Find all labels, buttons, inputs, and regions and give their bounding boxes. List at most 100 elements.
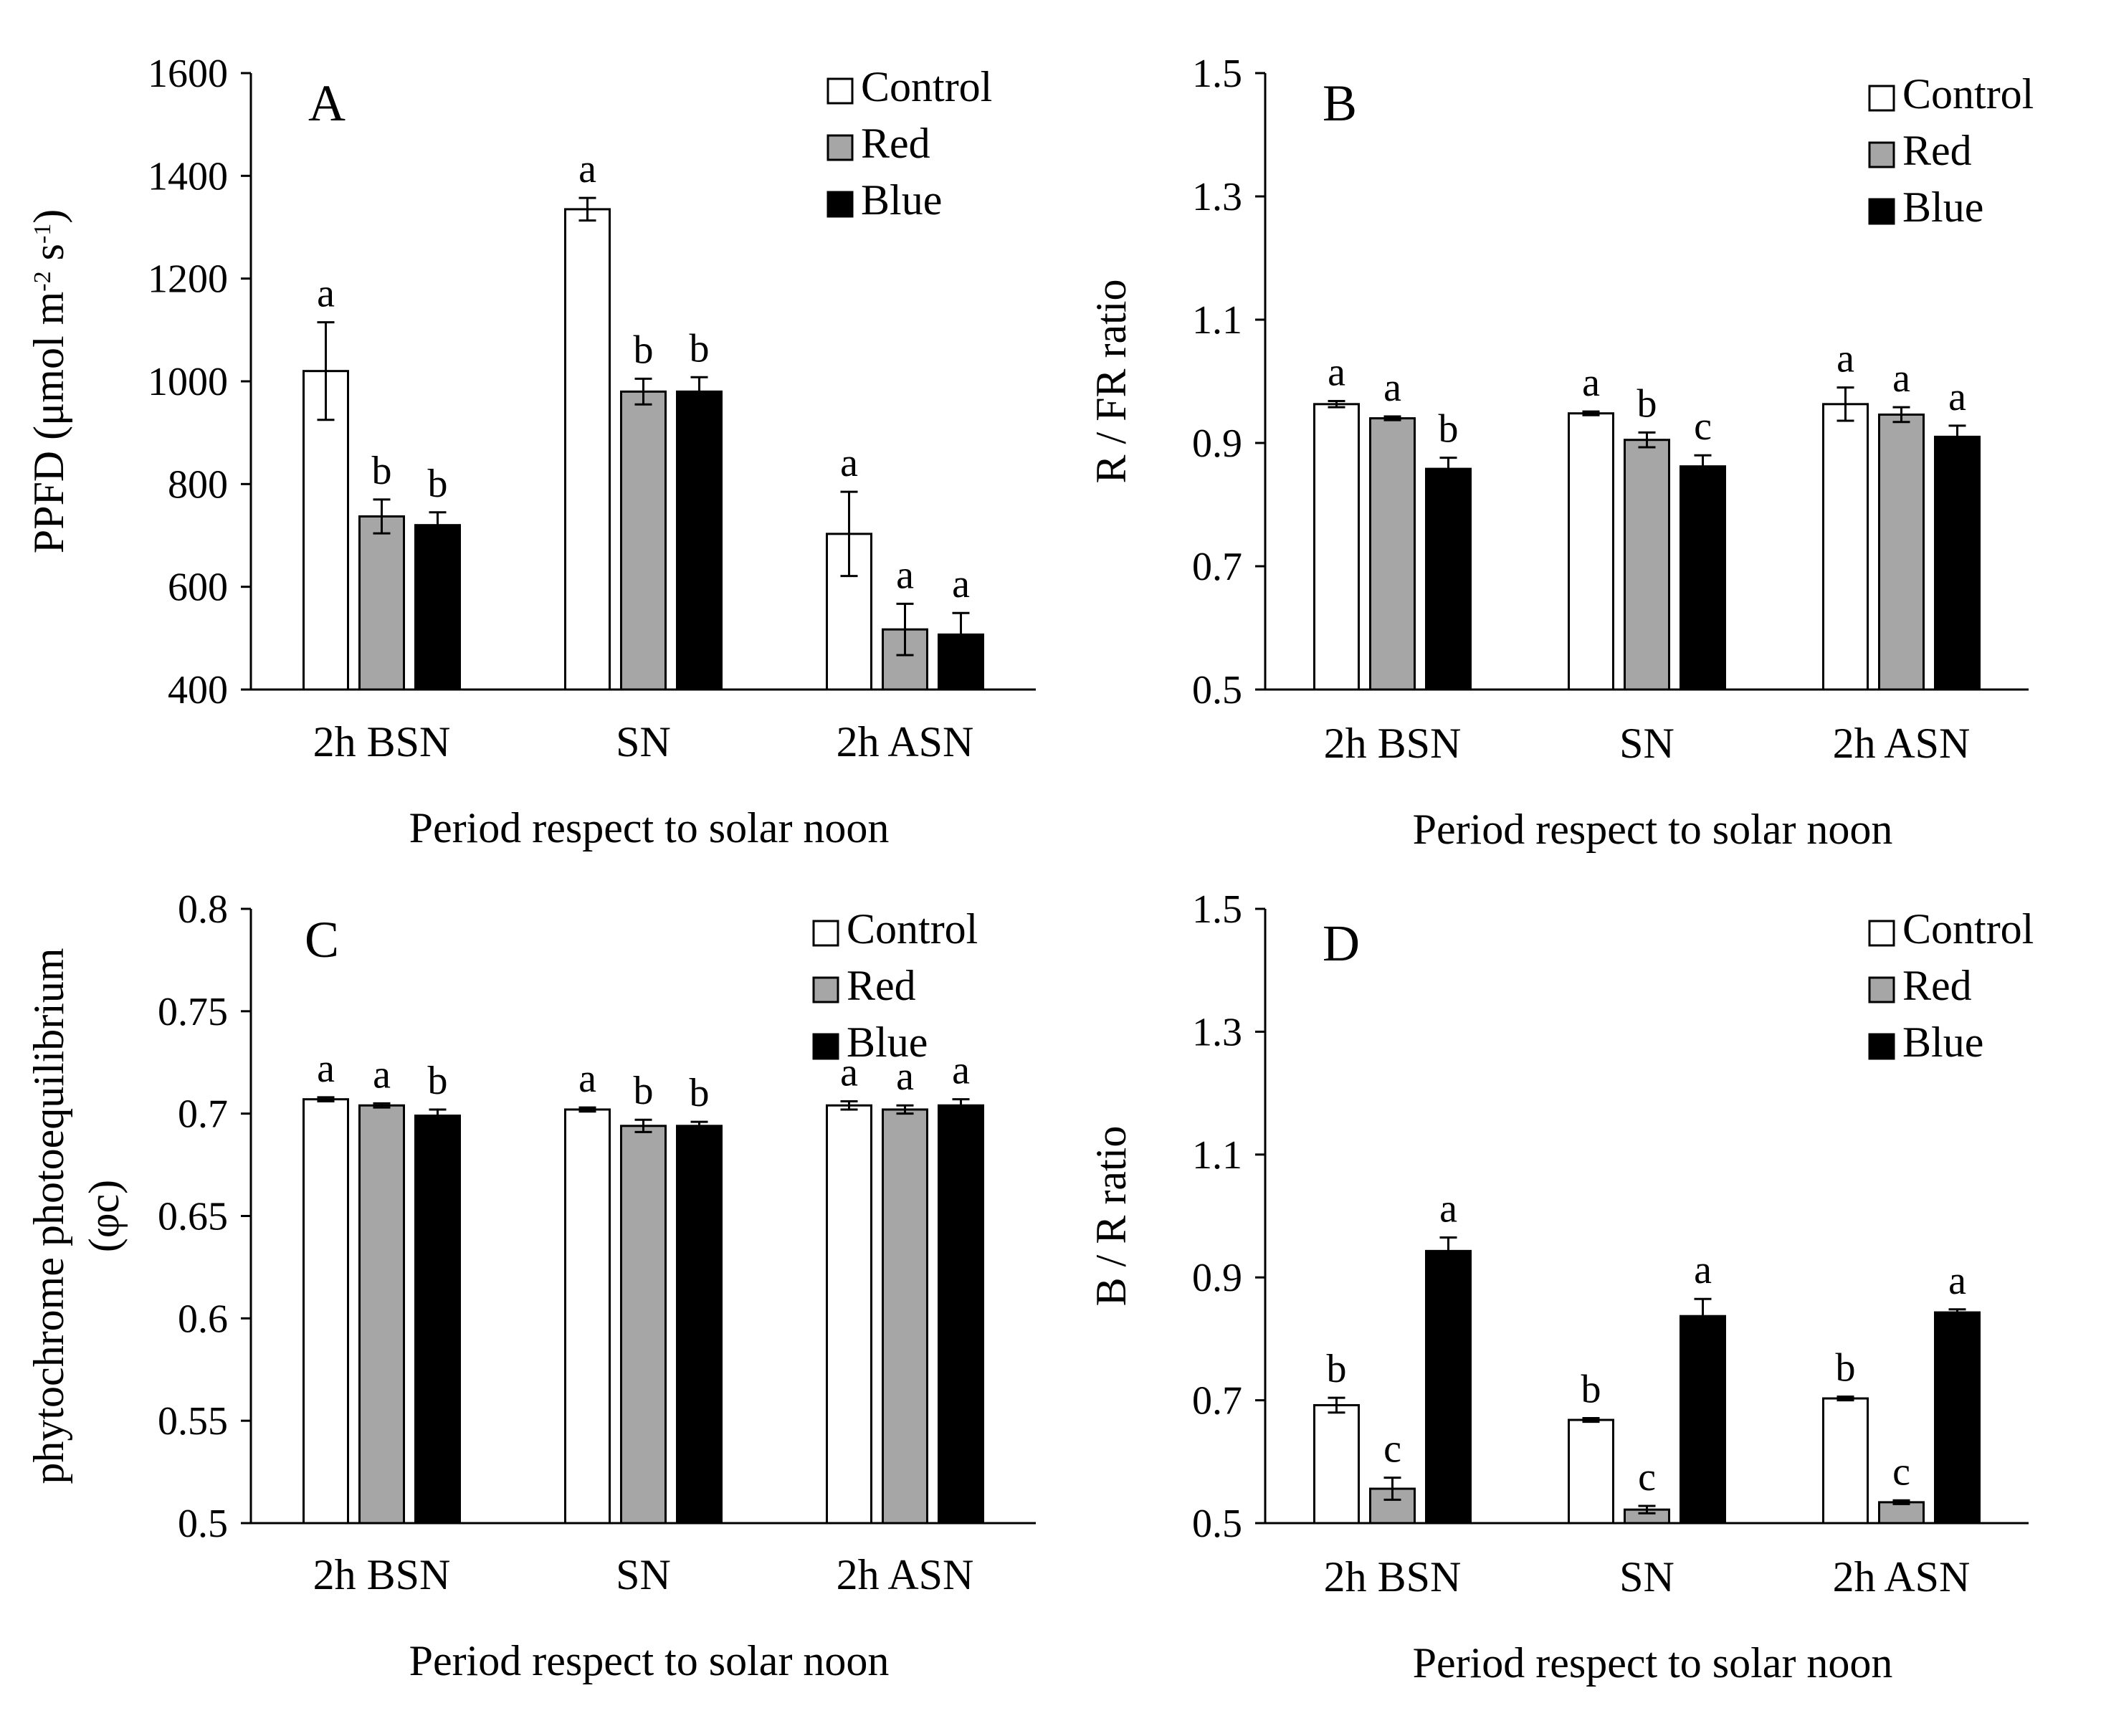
bar-control bbox=[1568, 1418, 1614, 1525]
legend: Control Red Blue bbox=[1868, 70, 2034, 231]
significance-letter: b bbox=[1637, 381, 1657, 426]
panel-letter: A bbox=[308, 75, 346, 132]
significance-letter: b bbox=[428, 462, 448, 506]
significance-letter: c bbox=[1694, 404, 1712, 449]
legend-swatch-control bbox=[826, 77, 854, 105]
x-tick-label: SN bbox=[1619, 720, 1674, 767]
bar-control bbox=[1822, 1397, 1869, 1525]
legend-swatch-control bbox=[812, 920, 839, 947]
legend-label: Control bbox=[861, 63, 992, 110]
significance-letter: a bbox=[1383, 366, 1401, 410]
y-tick-label: 0.55 bbox=[158, 1399, 228, 1444]
significance-letter: a bbox=[952, 1049, 970, 1093]
x-tick-label: 2h BSN bbox=[1324, 1553, 1462, 1601]
significance-letter: a bbox=[952, 562, 970, 606]
legend: Control Red Blue bbox=[826, 63, 992, 224]
bar-blue bbox=[1680, 1315, 1726, 1525]
x-tick-label: 2h ASN bbox=[837, 718, 974, 766]
bar-red bbox=[1878, 1501, 1925, 1525]
legend-label: Red bbox=[861, 120, 930, 167]
significance-letter: a bbox=[1892, 356, 1910, 401]
y-tick-label: 0.7 bbox=[178, 1092, 228, 1137]
y-tick-label: 0.5 bbox=[1192, 1502, 1242, 1546]
significance-letter: b bbox=[428, 1059, 448, 1103]
y-axis-label: PPFD (μmol m-2 s-1) bbox=[25, 209, 72, 554]
y-tick-label: 1.3 bbox=[1192, 1010, 1242, 1054]
significance-letter: a bbox=[840, 441, 858, 485]
x-tick-label: SN bbox=[616, 1551, 671, 1598]
legend-swatch-red bbox=[1868, 141, 1895, 168]
y-tick-label: 0.5 bbox=[1192, 668, 1242, 712]
significance-letter: a bbox=[840, 1051, 858, 1095]
legend-swatch-control bbox=[1868, 920, 1895, 947]
significance-letter: b bbox=[690, 326, 710, 371]
bar-red bbox=[882, 1108, 928, 1525]
bar-control bbox=[302, 1098, 349, 1525]
x-axis-label: Period respect to solar noon bbox=[1413, 1639, 1893, 1687]
significance-letter: b bbox=[634, 328, 654, 372]
legend-label: Control bbox=[1902, 70, 2034, 118]
y-axis-label: B / R ratio bbox=[1087, 1126, 1135, 1307]
significance-letter: a bbox=[373, 1052, 391, 1097]
bar-control bbox=[564, 208, 611, 691]
legend-label: Red bbox=[847, 962, 916, 1009]
y-tick-label: 0.65 bbox=[158, 1195, 228, 1239]
x-tick-label: 2h ASN bbox=[1833, 720, 1971, 767]
panel-letter: D bbox=[1323, 915, 1360, 972]
y-tick-label: 800 bbox=[168, 462, 228, 507]
y-tick-label: 1600 bbox=[148, 52, 228, 96]
bar-red bbox=[1878, 413, 1925, 691]
x-axis-label: Period respect to solar noon bbox=[1413, 806, 1893, 853]
bar-blue bbox=[414, 524, 461, 691]
bar-red bbox=[358, 1104, 405, 1525]
chart-panel-b: 0.5 0.7 0.9 1.1 1.3 1.5 R / FR ratio Period res… bbox=[1087, 52, 2034, 853]
y-tick-label: 1200 bbox=[148, 257, 228, 302]
x-tick-label: 2h ASN bbox=[837, 1551, 974, 1598]
significance-letter: a bbox=[1582, 361, 1600, 405]
bar-control bbox=[564, 1108, 611, 1525]
y-tick-label: 0.75 bbox=[158, 990, 228, 1034]
bar-blue bbox=[1425, 1249, 1472, 1525]
legend-swatch-red bbox=[1868, 976, 1895, 1003]
x-axis-label: Period respect to solar noon bbox=[409, 1637, 890, 1684]
y-tick-label: 0.5 bbox=[178, 1502, 228, 1546]
y-tick-label: 0.8 bbox=[178, 887, 228, 932]
bar-blue bbox=[938, 1104, 984, 1525]
significance-letter: a bbox=[317, 272, 335, 316]
y-tick-label: 1.5 bbox=[1192, 52, 1242, 96]
legend-swatch-blue bbox=[1868, 1033, 1895, 1060]
significance-letter: c bbox=[1383, 1427, 1401, 1472]
y-axis-label: R / FR ratio bbox=[1087, 279, 1135, 483]
legend-swatch-blue bbox=[826, 191, 854, 218]
y-tick-label: 0.9 bbox=[1192, 421, 1242, 466]
y-tick-label: 1.3 bbox=[1192, 175, 1242, 219]
y-tick-label: 0.6 bbox=[178, 1297, 228, 1341]
x-tick-label: 2h BSN bbox=[1324, 720, 1462, 767]
legend: Control Red Blue bbox=[1868, 905, 2034, 1066]
chart-panel-c: 0.5 0.55 0.6 0.65 0.7 0.75 0.8 phytochrome phot… bbox=[25, 887, 1036, 1684]
chart-panel-a: 400 600 800 1000 1200 1400 1600 PPFD (μmol m-2 … bbox=[25, 52, 1036, 852]
legend-label: Red bbox=[1902, 127, 1972, 174]
bar-blue bbox=[1425, 467, 1472, 691]
legend: Control Red Blue bbox=[812, 905, 978, 1066]
significance-letter: a bbox=[317, 1046, 335, 1091]
significance-letter: b bbox=[1581, 1367, 1601, 1411]
significance-letter: a bbox=[578, 1057, 596, 1101]
x-tick-label: 2h BSN bbox=[313, 1551, 451, 1598]
legend-label: Blue bbox=[847, 1019, 928, 1066]
legend-swatch-blue bbox=[812, 1033, 839, 1060]
legend-label: Control bbox=[1902, 905, 2034, 953]
x-tick-label: 2h ASN bbox=[1833, 1553, 1971, 1601]
significance-letter: a bbox=[1948, 375, 1966, 419]
significance-letter: a bbox=[1439, 1186, 1457, 1231]
significance-letter: c bbox=[1638, 1455, 1656, 1499]
significance-letter: a bbox=[896, 553, 914, 597]
bar-control bbox=[1313, 1403, 1360, 1525]
legend-swatch-red bbox=[812, 976, 839, 1003]
y-tick-label: 1.1 bbox=[1192, 298, 1242, 343]
x-tick-label: SN bbox=[1619, 1553, 1674, 1601]
significance-letter: c bbox=[1892, 1449, 1910, 1494]
significance-letter: b bbox=[634, 1069, 654, 1113]
y-tick-label: 1000 bbox=[148, 360, 228, 404]
